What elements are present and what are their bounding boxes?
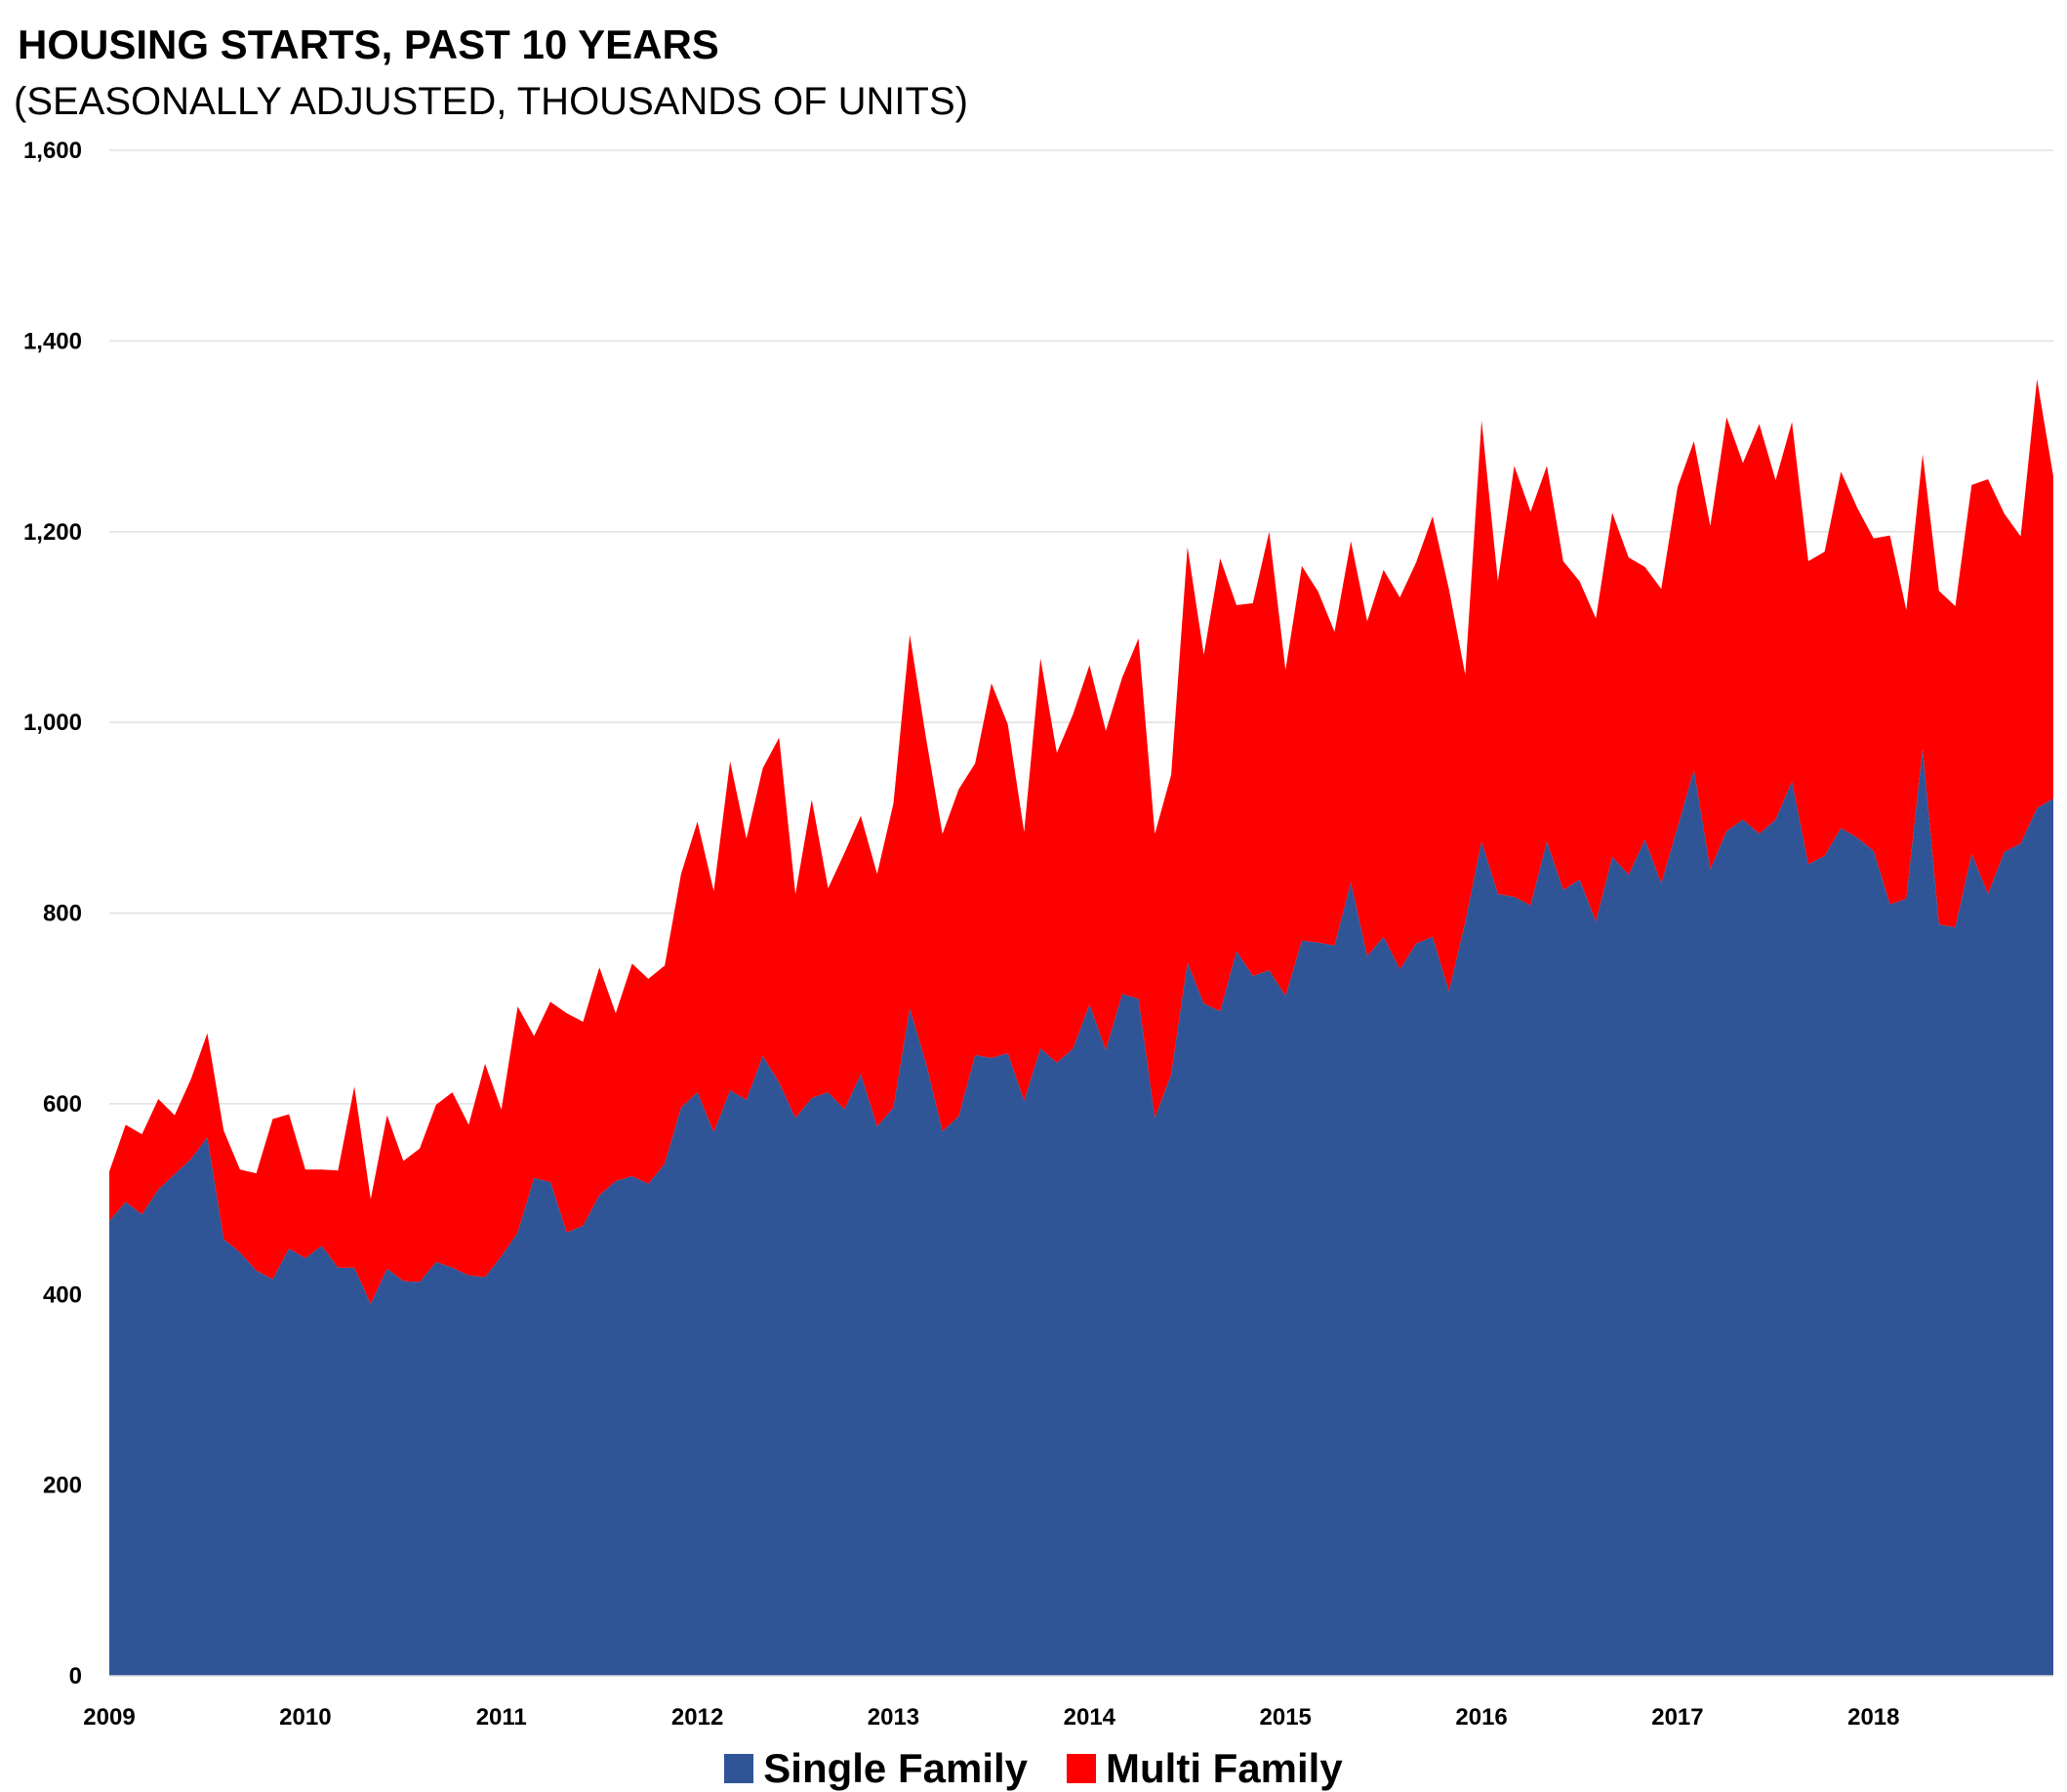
x-tick-label: 2018	[1847, 1704, 1899, 1731]
x-axis: 2009 2010 2011 2012 2013 2014 2015 2016 2017 2018	[83, 1675, 2053, 1731]
chart-title: HOUSING STARTS, PAST 10 YEARS	[18, 21, 719, 67]
y-tick-label: 400	[43, 1282, 82, 1308]
legend-swatch-single-family	[724, 1754, 754, 1783]
x-tick-label: 2017	[1651, 1704, 1703, 1731]
x-tick-label: 2015	[1260, 1704, 1312, 1731]
x-tick-label: 2013	[868, 1704, 919, 1731]
y-tick-label: 1,400	[23, 328, 82, 354]
x-tick-label: 2009	[83, 1704, 135, 1731]
area-single-family	[109, 749, 2053, 1676]
area-series	[109, 379, 2053, 1676]
area-multi-family	[109, 379, 2053, 1305]
x-tick-label: 2011	[476, 1704, 527, 1731]
y-tick-label: 0	[69, 1663, 82, 1690]
x-tick-label: 2012	[671, 1704, 723, 1731]
chart-subtitle: (SEASONALLY ADJUSTED, THOUSANDS OF UNITS…	[14, 80, 968, 123]
legend-swatch-multi-family	[1067, 1754, 1097, 1783]
y-tick-label: 200	[43, 1473, 82, 1499]
legend: Single Family Multi Family	[0, 1745, 2067, 1792]
y-tick-label: 800	[43, 901, 82, 927]
x-tick-label: 2010	[279, 1704, 331, 1731]
legend-item-multi-family: Multi Family	[1067, 1745, 1343, 1792]
y-tick-label: 600	[43, 1091, 82, 1118]
legend-label-single-family: Single Family	[763, 1745, 1029, 1791]
y-tick-label: 1,200	[23, 519, 82, 546]
y-tick-label: 1,000	[23, 710, 82, 736]
y-tick-label: 1,600	[23, 138, 82, 164]
legend-label-multi-family: Multi Family	[1106, 1745, 1343, 1791]
legend-item-single-family: Single Family	[724, 1745, 1028, 1792]
x-tick-label: 2016	[1455, 1704, 1507, 1731]
y-axis: 0 200 400 600 800 1,000 1,200 1,400 1,600	[23, 138, 82, 1690]
x-tick-label: 2014	[1064, 1704, 1116, 1731]
